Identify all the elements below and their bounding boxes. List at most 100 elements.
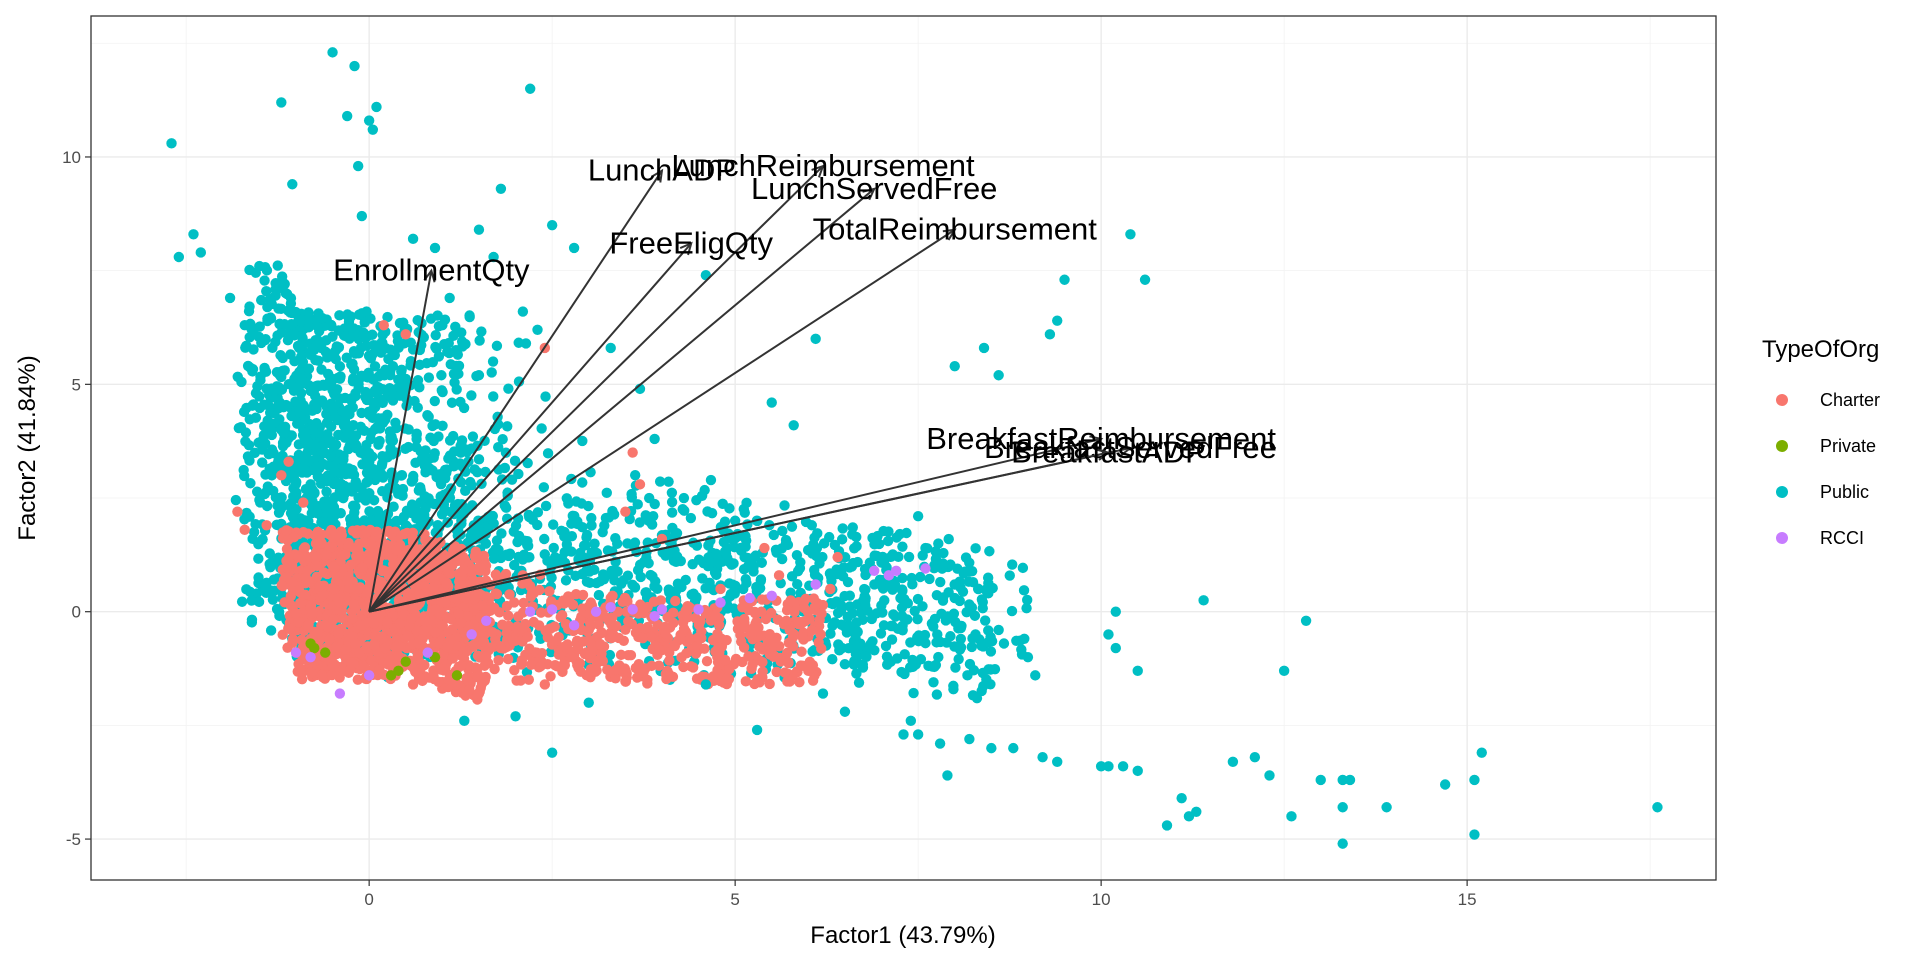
data-point-public xyxy=(487,356,499,367)
data-point-public xyxy=(334,393,346,405)
data-point-public xyxy=(970,629,981,640)
data-point-charter xyxy=(458,564,470,576)
data-point-charter xyxy=(516,658,528,669)
data-point-public xyxy=(742,552,753,564)
data-point-public xyxy=(240,342,251,353)
data-point-public xyxy=(385,431,396,443)
data-point-public xyxy=(970,543,981,554)
data-point-public xyxy=(265,402,276,413)
data-point-public xyxy=(287,179,298,190)
data-point-public xyxy=(438,489,450,500)
data-point-public xyxy=(296,373,308,385)
data-point-public xyxy=(347,358,358,369)
data-point-public xyxy=(270,278,281,289)
data-point-public xyxy=(300,438,311,449)
y-tick-label: 10 xyxy=(62,148,81,167)
data-point-public xyxy=(377,451,388,462)
data-point-charter xyxy=(232,506,243,517)
data-point-public xyxy=(303,307,314,318)
data-point-public xyxy=(436,370,447,381)
data-point-charter xyxy=(491,588,503,600)
data-point-public xyxy=(262,315,273,327)
data-point-public xyxy=(710,548,722,559)
data-point-charter xyxy=(652,649,663,661)
data-point-charter xyxy=(447,653,459,664)
data-point-public xyxy=(264,463,275,474)
data-point-public xyxy=(429,395,440,407)
data-point-public xyxy=(367,329,378,340)
data-point-charter xyxy=(633,658,645,670)
data-point-public xyxy=(353,481,364,493)
data-point-public xyxy=(882,535,894,547)
data-point-public xyxy=(871,608,882,619)
data-point-public xyxy=(907,579,918,590)
data-point-public xyxy=(552,557,564,568)
data-point-charter xyxy=(675,632,686,644)
data-point-charter xyxy=(615,649,627,661)
data-point-charter xyxy=(769,637,781,648)
loading-label-lunchreimbursement: LunchReimbursement xyxy=(671,148,975,183)
data-point-charter xyxy=(314,580,326,592)
data-point-public xyxy=(897,572,908,584)
data-point-public xyxy=(407,474,419,485)
data-point-charter xyxy=(312,538,324,549)
data-point-charter xyxy=(347,613,358,624)
data-point-public xyxy=(430,341,441,353)
y-tick-label: 5 xyxy=(72,375,81,394)
data-point-public xyxy=(313,308,324,319)
data-point-public xyxy=(1286,811,1297,822)
data-point-charter xyxy=(284,623,295,635)
data-point-charter xyxy=(769,650,780,662)
data-point-public xyxy=(334,310,345,321)
data-point-public xyxy=(473,454,485,465)
data-point-charter xyxy=(816,608,827,619)
data-point-charter xyxy=(710,609,721,621)
data-point-charter xyxy=(412,649,424,661)
legend-label-public: Public xyxy=(1820,482,1869,502)
data-point-charter xyxy=(287,577,298,588)
data-point-public xyxy=(776,543,787,554)
data-point-public xyxy=(563,498,574,509)
data-point-public xyxy=(1030,670,1041,681)
data-point-public xyxy=(952,563,963,574)
data-point-public xyxy=(696,490,708,501)
data-point-public xyxy=(469,464,480,475)
data-point-public xyxy=(969,610,981,621)
data-point-public xyxy=(632,499,643,510)
data-point-public xyxy=(509,455,521,467)
data-point-public xyxy=(261,577,272,589)
data-point-charter xyxy=(479,673,490,684)
grid-layer xyxy=(91,16,1716,880)
data-point-charter xyxy=(322,621,333,633)
data-point-public xyxy=(548,519,559,530)
data-point-charter xyxy=(620,676,632,687)
data-point-public xyxy=(369,424,381,435)
data-point-public xyxy=(600,512,612,524)
data-point-charter xyxy=(407,662,419,673)
data-point-public xyxy=(1103,629,1114,640)
data-point-public xyxy=(1017,562,1029,574)
data-point-public xyxy=(869,579,880,590)
data-point-public xyxy=(424,463,435,474)
data-point-charter xyxy=(618,635,629,646)
data-point-public xyxy=(905,715,917,727)
data-point-public xyxy=(844,590,856,601)
data-point-charter xyxy=(557,666,568,678)
data-point-charter xyxy=(430,627,441,638)
data-point-public xyxy=(224,292,236,304)
data-point-public xyxy=(259,275,270,286)
data-point-public xyxy=(363,115,375,126)
y-tick-label: 0 xyxy=(72,603,81,622)
data-point-public xyxy=(954,576,965,587)
data-point-public xyxy=(506,474,518,485)
data-point-rcci xyxy=(920,563,931,574)
arrow-head xyxy=(679,241,693,256)
data-point-public xyxy=(344,333,355,344)
data-point-charter xyxy=(342,576,354,587)
data-point-charter xyxy=(668,640,680,651)
data-point-public xyxy=(451,384,462,395)
data-point-charter xyxy=(660,628,671,639)
data-point-public xyxy=(717,498,728,509)
data-point-public xyxy=(666,507,678,518)
data-point-public xyxy=(522,540,534,552)
